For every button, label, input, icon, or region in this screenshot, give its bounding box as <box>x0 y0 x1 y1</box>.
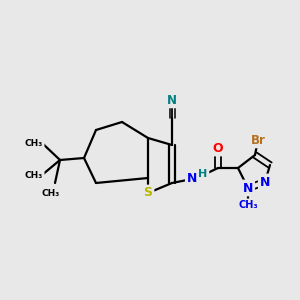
Text: CH₃: CH₃ <box>25 170 43 179</box>
Text: CH₃: CH₃ <box>42 188 60 197</box>
Text: N: N <box>260 176 270 188</box>
Text: N: N <box>243 182 253 194</box>
Text: S: S <box>143 187 152 200</box>
Text: Br: Br <box>250 134 266 146</box>
Text: N: N <box>187 172 197 184</box>
Text: O: O <box>213 142 223 154</box>
Text: H: H <box>198 169 208 179</box>
Text: CH₃: CH₃ <box>238 200 258 210</box>
Text: N: N <box>167 94 177 106</box>
Text: CH₃: CH₃ <box>25 139 43 148</box>
